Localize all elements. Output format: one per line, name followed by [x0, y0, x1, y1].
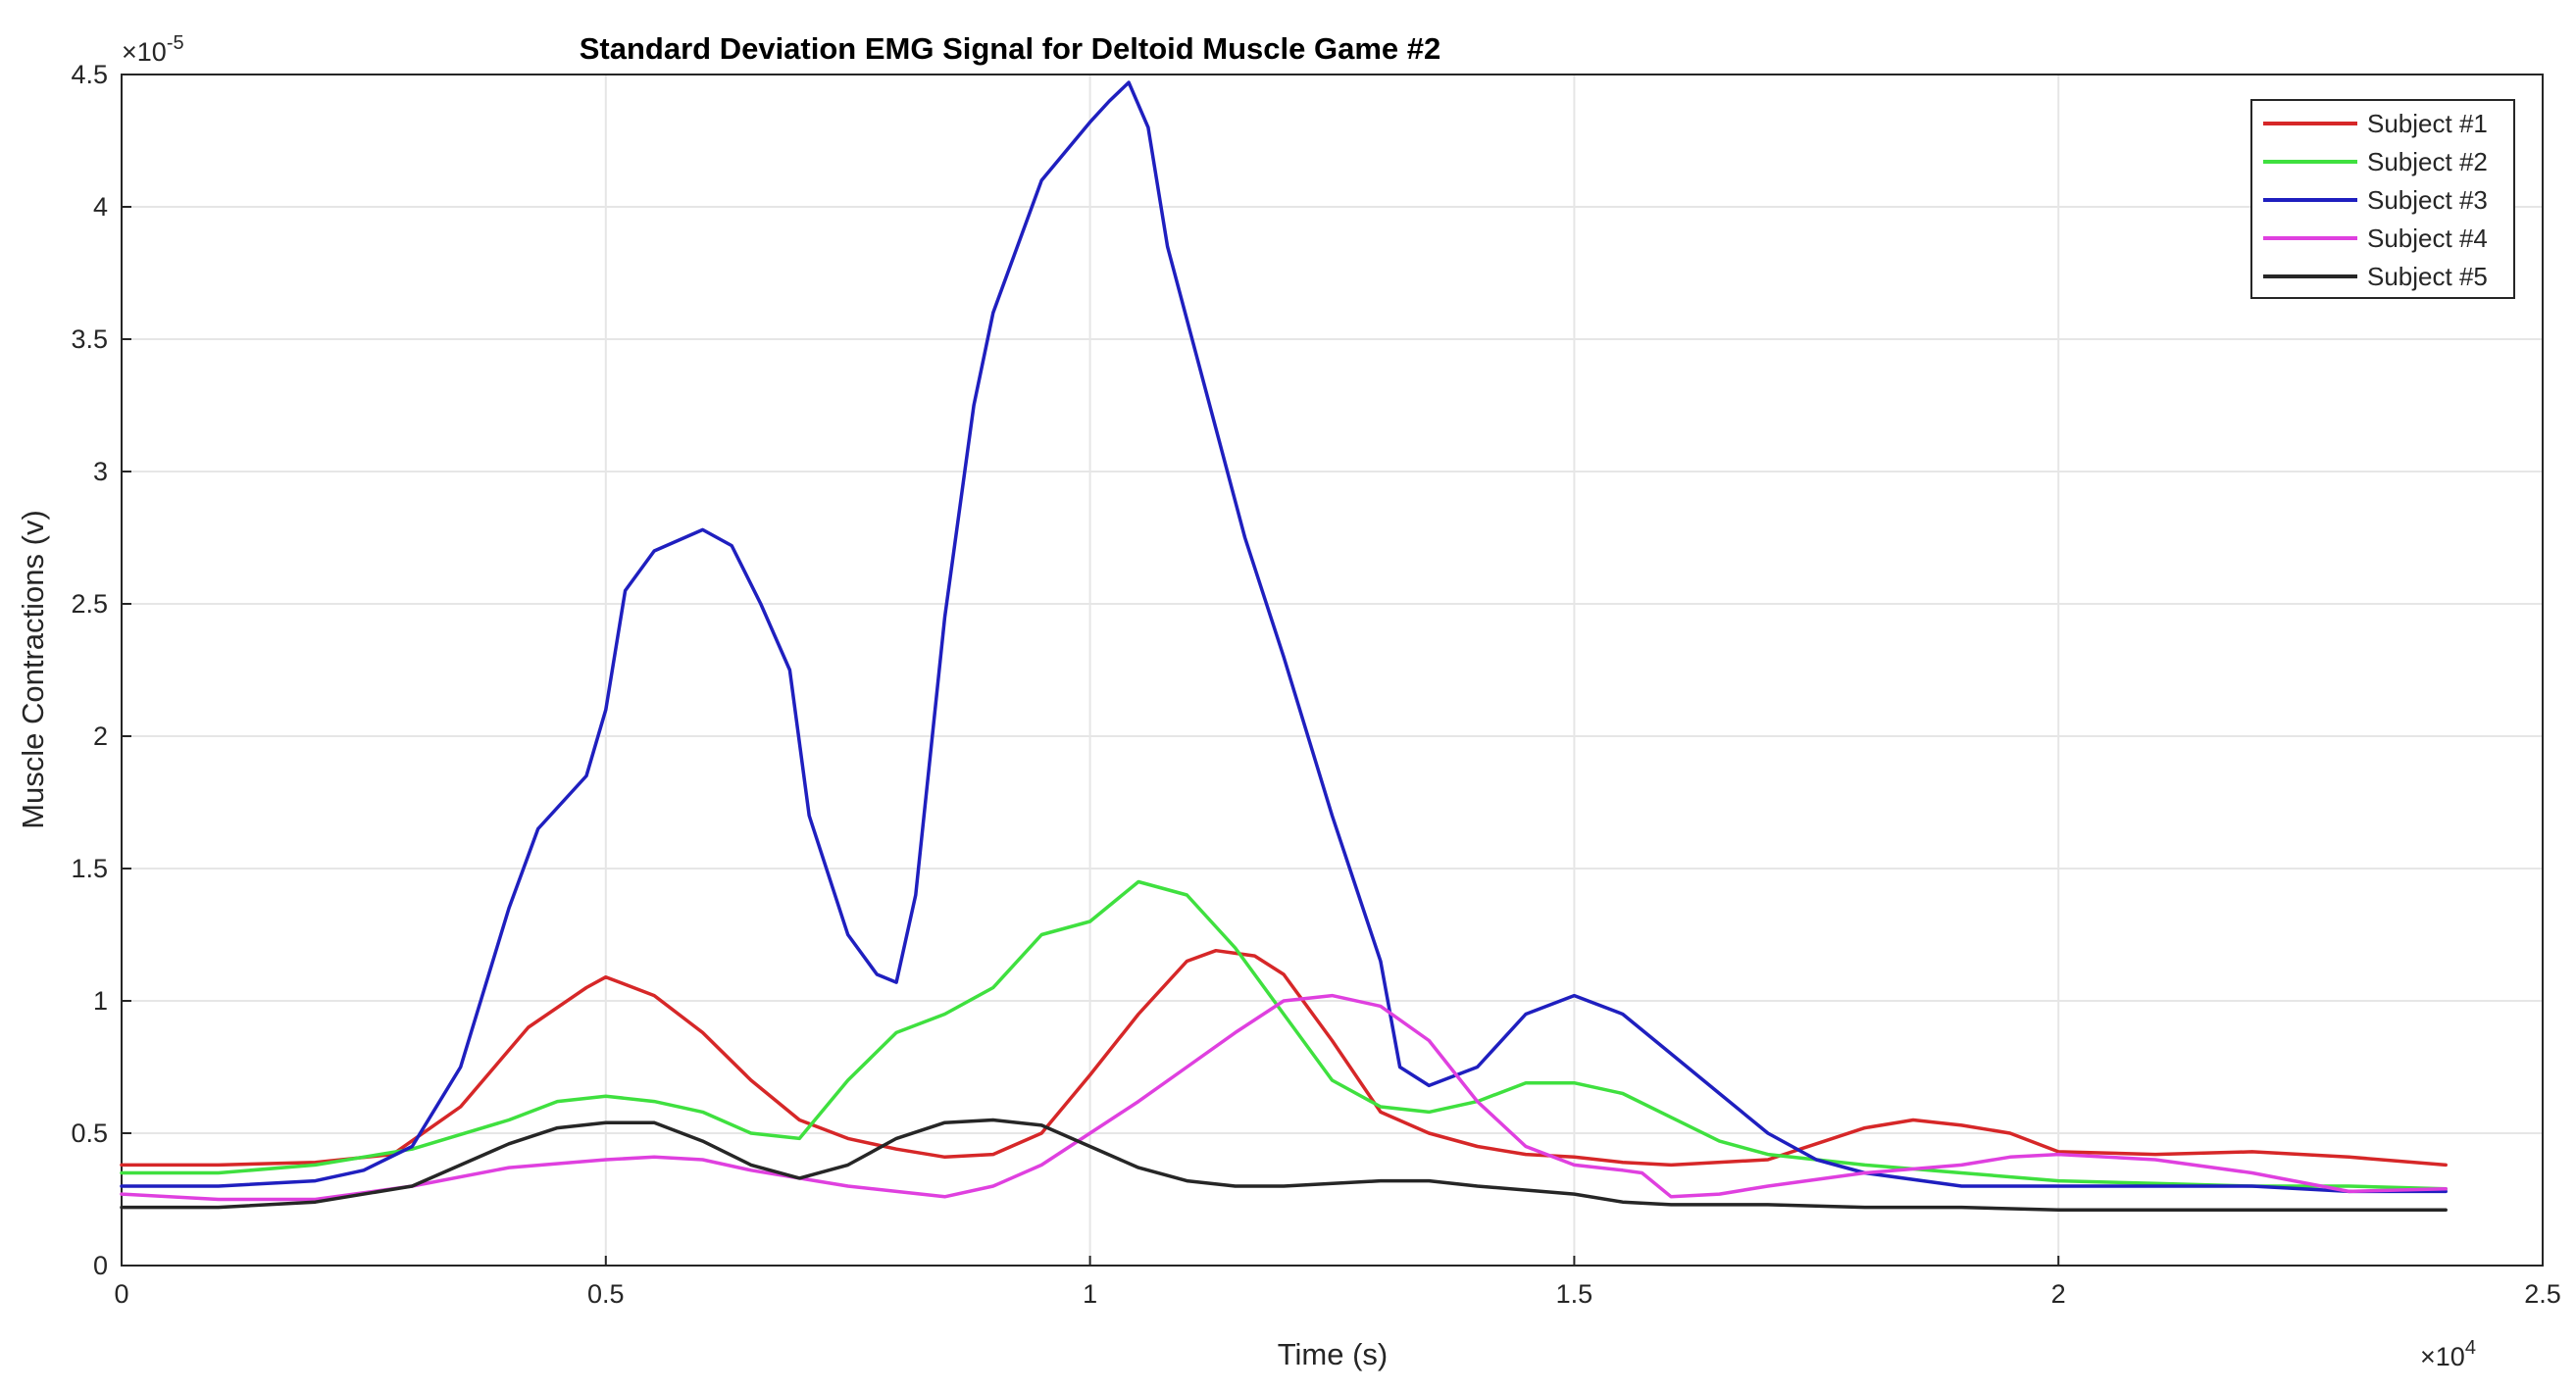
series-line-subject-1 — [120, 948, 2448, 1168]
y-tick-label: 0 — [93, 1251, 108, 1280]
x-tick-label: 1 — [1083, 1279, 1097, 1309]
x-exponent-base: ×10 — [2420, 1342, 2465, 1371]
x-tick-label: 0.5 — [587, 1279, 625, 1309]
x-tick-label: 2.5 — [2524, 1279, 2561, 1309]
legend-label: Subject #3 — [2367, 185, 2488, 215]
y-exponent-power: -5 — [167, 32, 184, 54]
y-tick-label: 2.5 — [71, 589, 108, 619]
y-axis-label: Muscle Contractions (v) — [16, 510, 50, 829]
y-tick-label: 1.5 — [71, 854, 108, 883]
y-tick-label: 0.5 — [71, 1119, 108, 1148]
series-line-subject-2 — [120, 879, 2448, 1191]
y-tick-label: 4 — [93, 192, 108, 222]
series-line-subject-4 — [120, 993, 2448, 1202]
x-axis-label: Time (s) — [1278, 1337, 1389, 1371]
legend-label: Subject #1 — [2367, 109, 2488, 138]
legend-label: Subject #2 — [2367, 147, 2488, 176]
y-tick-label: 3 — [93, 457, 108, 486]
chart-title: Standard Deviation EMG Signal for Deltoi… — [580, 31, 1441, 66]
x-tick-label: 0 — [114, 1279, 128, 1309]
y-tick-label: 3.5 — [71, 324, 108, 354]
series-line-subject-5 — [120, 1118, 2448, 1213]
x-exponent-label: ×104 — [2420, 1337, 2476, 1371]
series-line-subject-3 — [120, 80, 2448, 1194]
y-exponent-label: ×10-5 — [122, 32, 184, 67]
y-tick-label: 4.5 — [71, 60, 108, 89]
ticks: 0 0.5 1 1.5 2 2.5 3 3.5 4 4.5 0 0.5 1 1.5 2 2.5 — [71, 60, 2560, 1309]
x-tick-label: 2 — [2051, 1279, 2066, 1309]
x-exponent-power: 4 — [2465, 1337, 2476, 1359]
series-layer — [120, 80, 2448, 1213]
legend-label: Subject #5 — [2367, 262, 2488, 291]
x-tick-label: 1.5 — [1556, 1279, 1593, 1309]
y-exponent-base: ×10 — [122, 37, 167, 67]
legend-label: Subject #4 — [2367, 224, 2488, 253]
legend: Subject #1 Subject #2 Subject #3 Subject #4… — [2250, 99, 2515, 299]
y-tick-label: 2 — [93, 721, 108, 751]
y-tick-label: 1 — [93, 986, 108, 1016]
plot-area-frame — [121, 74, 2544, 1267]
